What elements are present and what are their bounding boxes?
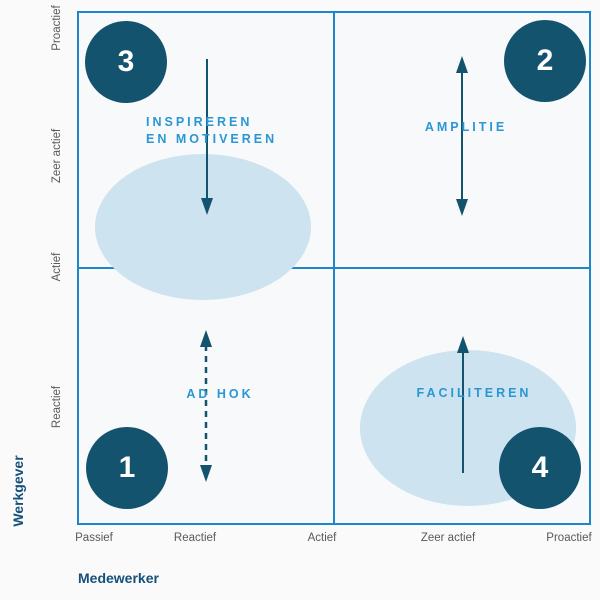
y-axis-tick: Zeer actief: [51, 128, 63, 184]
quadrant-label-ad-hok: AD HOK: [186, 387, 254, 401]
x-axis-tick: Reactief: [173, 532, 217, 544]
quadrant-1-number: 1: [118, 451, 136, 484]
horizontal-divider: [77, 267, 591, 269]
y-axis-tick: Actief: [51, 252, 63, 282]
quadrant-2-badge: 2: [504, 20, 586, 102]
solid-double-vertical-arrow-icon: [456, 56, 468, 216]
quadrant-3-number: 3: [117, 45, 135, 78]
y-axis-title: Werkgever: [10, 455, 26, 527]
quadrant-label-line-2: EN MOTIVEREN: [146, 132, 278, 146]
solid-down-arrow-icon: [201, 59, 213, 215]
quadrant-4-badge: 4: [499, 427, 581, 509]
x-axis-tick: Zeer actief: [420, 532, 476, 544]
x-axis-tick: Proactief: [546, 532, 592, 544]
quadrant-4-number: 4: [531, 451, 549, 484]
y-axis-tick: Proactief: [51, 5, 63, 51]
quadrant-label-amplitie: AMPLITIE: [424, 120, 508, 134]
dashed-double-vertical-arrow-icon: [200, 330, 212, 482]
quadrant-2-number: 2: [536, 44, 554, 77]
highlight-ellipse-top-left: [95, 154, 311, 300]
quadrant-label-faciliteren: FACILITEREN: [416, 386, 532, 400]
y-axis-tick: Reactief: [51, 385, 63, 429]
solid-up-arrow-icon: [457, 336, 469, 473]
x-axis-tick: Passief: [75, 532, 113, 544]
quadrant-1-badge: 1: [86, 427, 168, 509]
quadrant-3-badge: 3: [85, 21, 167, 103]
quadrant-label-line-1: INSPIREREN: [146, 115, 253, 129]
x-axis-tick: Actief: [307, 532, 337, 544]
quadrant-label-inspireren-en-motiveren: INSPIREREN EN MOTIVEREN: [146, 114, 277, 148]
x-axis-title: Medewerker: [78, 570, 159, 586]
